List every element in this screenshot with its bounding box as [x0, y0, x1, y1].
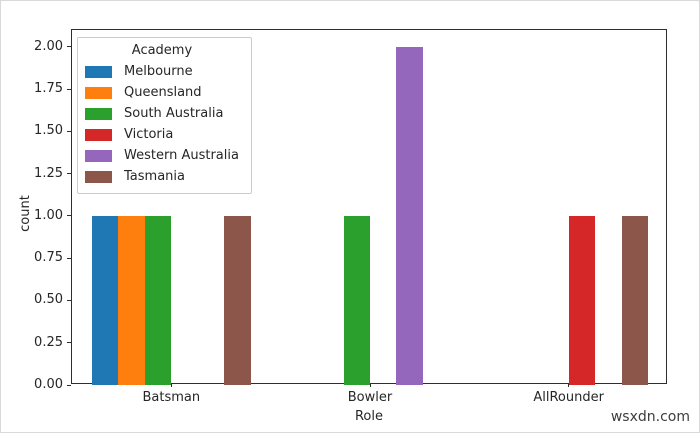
legend-swatch-queensland: [85, 86, 112, 99]
x-tick-mark: [369, 383, 371, 387]
plot-area: Academy Melbourne Queensland South Austral…: [34, 29, 667, 405]
legend-label: Western Australia: [124, 148, 239, 163]
y-tick-label: 0.00: [34, 377, 63, 392]
x-tick-label-allrounder: AllRounder: [533, 390, 604, 405]
legend-label: Queensland: [124, 85, 202, 100]
legend-label: South Australia: [124, 106, 224, 121]
y-tick-label: 1.00: [34, 207, 63, 223]
legend-swatch-western-australia: [85, 149, 112, 162]
x-tick-label-batsman: Batsman: [142, 390, 201, 405]
x-axis-label: Role: [354, 409, 383, 424]
y-tick-label: 0.50: [34, 292, 63, 308]
bar-batsman-tasmania: [224, 215, 251, 385]
legend-entries: Melbourne Queensland South Australia Victor…: [85, 61, 239, 187]
y-tick-mark: [67, 257, 71, 259]
legend-entry-south-australia: South Australia: [85, 103, 239, 124]
bar-bowler-western-australia: [396, 46, 423, 385]
legend-entry-victoria: Victoria: [85, 124, 239, 145]
y-axis-label: count: [17, 195, 33, 232]
bar-batsman-queensland: [118, 215, 145, 385]
legend-label: Victoria: [124, 127, 174, 142]
legend-entry-tasmania: Tasmania: [85, 166, 239, 187]
bar-batsman-melbourne: [91, 215, 119, 385]
legend-title: Academy: [131, 43, 193, 58]
legend-swatch-melbourne: [85, 65, 112, 78]
bar-allrounder-victoria: [568, 215, 596, 385]
legend-entry-queensland: Queensland: [85, 82, 239, 103]
bar-batsman-south-australia: [144, 215, 172, 385]
legend-entry-melbourne: Melbourne: [85, 61, 239, 82]
x-tick-mark: [170, 383, 172, 387]
y-tick-mark: [67, 46, 71, 48]
bar-allrounder-tasmania: [621, 215, 649, 385]
legend-swatch-victoria: [85, 128, 112, 141]
y-tick-mark: [67, 215, 71, 217]
legend-swatch-south-australia: [85, 107, 112, 120]
legend-swatch-tasmania: [85, 170, 112, 183]
y-tick-mark: [67, 384, 71, 386]
y-tick-mark: [67, 173, 71, 175]
watermark: wsxdn.com: [610, 409, 690, 425]
y-tick-mark: [67, 299, 71, 301]
y-tick-mark: [67, 130, 71, 132]
y-tick-mark: [67, 88, 71, 90]
y-tick-label: 0.25: [34, 334, 63, 350]
legend-label: Melbourne: [124, 64, 193, 79]
legend: Academy Melbourne Queensland South Austral…: [77, 37, 252, 194]
legend-label: Tasmania: [124, 169, 185, 184]
y-tick-label: 1.75: [34, 81, 63, 97]
y-tick-label: 1.25: [34, 165, 63, 181]
y-tick-label: 0.75: [34, 250, 63, 266]
x-tick-mark: [568, 383, 570, 387]
x-tick-label-bowler: Bowler: [347, 390, 393, 405]
y-tick-mark: [67, 342, 71, 344]
legend-entry-western-australia: Western Australia: [85, 145, 239, 166]
bar-bowler-south-australia: [343, 215, 370, 385]
y-tick-label: 2.00: [34, 38, 63, 54]
y-tick-label: 1.50: [34, 123, 63, 139]
